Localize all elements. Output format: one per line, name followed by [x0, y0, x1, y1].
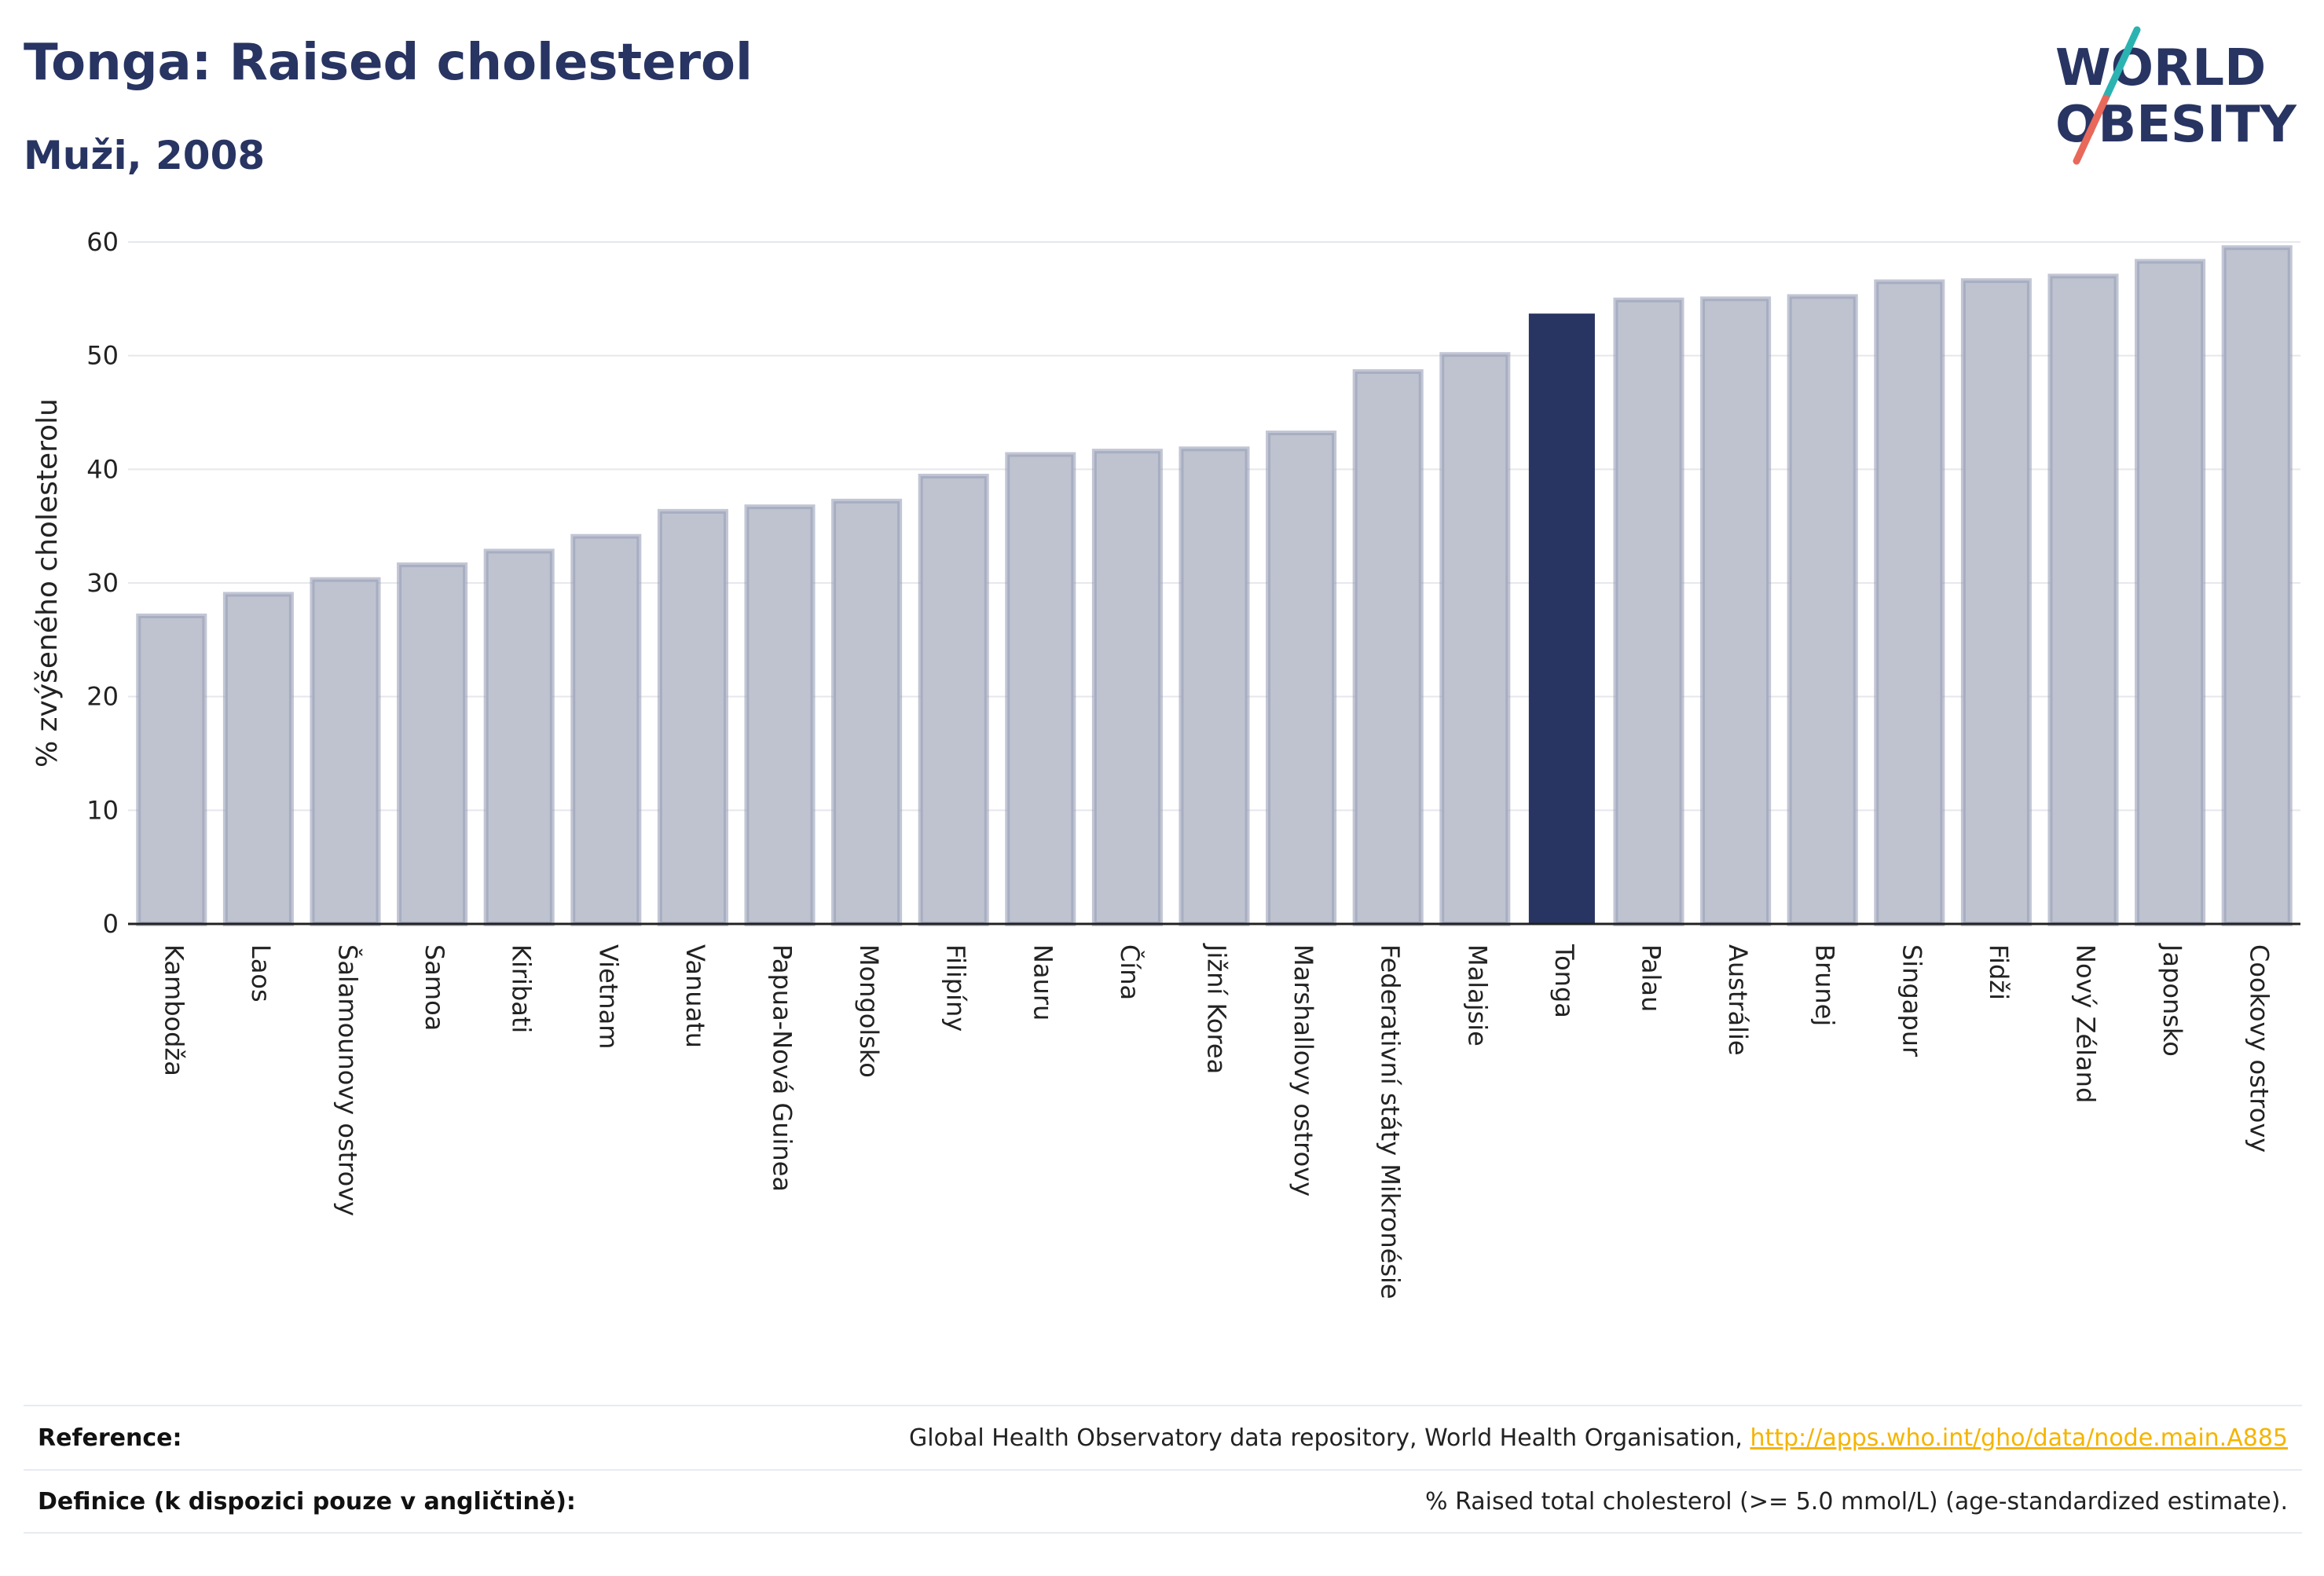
x-tick-label: Malajsie	[1462, 944, 1492, 1046]
bar[interactable]	[1439, 352, 1511, 927]
x-tick-label: Nový Zéland	[2071, 944, 2101, 1103]
reference-label: Reference:	[38, 1424, 182, 1452]
y-axis-title: % zvýšeného cholesterolu	[31, 398, 64, 768]
x-tick-label: Vietnam	[593, 944, 623, 1049]
x-tick-label: Austrálie	[1723, 944, 1753, 1056]
x-tick-label: Singapur	[1897, 944, 1926, 1057]
x-tick-label: Kiribati	[507, 944, 537, 1033]
x-tick-label: Japonsko	[2157, 943, 2187, 1057]
x-tick-label: Cookovy ostrovy	[2245, 944, 2275, 1153]
bar[interactable]	[1005, 452, 1076, 926]
x-tick-label: Čína	[1115, 944, 1146, 1000]
bar[interactable]	[2135, 258, 2206, 926]
chart-title: Tonga: Raised cholesterol	[24, 34, 753, 92]
bar[interactable]	[1700, 296, 1772, 927]
x-tick-label: Palau	[1637, 944, 1666, 1012]
footer: Reference: Global Health Observatory dat…	[24, 1405, 2302, 1538]
bar[interactable]	[1178, 446, 1250, 926]
x-tick-label: Kambodža	[159, 944, 189, 1076]
definition-row: Definice (k dispozici pouze v angličtině…	[24, 1469, 2302, 1534]
y-tick-label: 0	[103, 909, 119, 939]
x-tick-label: Mongolsko	[854, 944, 884, 1078]
x-tick-label: Laos	[246, 944, 276, 1002]
bar[interactable]	[310, 577, 381, 926]
reference-link[interactable]: http://apps.who.int/gho/data/node.main.A…	[1750, 1424, 2288, 1452]
bar[interactable]	[136, 613, 207, 926]
bar[interactable]	[1091, 449, 1163, 926]
bar[interactable]	[397, 562, 468, 926]
y-tick-label: 10	[86, 795, 119, 825]
x-tick-label: Jižní Korea	[1202, 943, 1232, 1074]
bars	[136, 245, 2293, 927]
bar[interactable]	[1266, 431, 1337, 926]
y-tick-label: 60	[86, 227, 119, 257]
bar[interactable]	[831, 498, 903, 926]
bar[interactable]	[1613, 297, 1684, 926]
x-tick-label: Samoa	[420, 944, 449, 1031]
logo-teal-slash	[2102, 26, 2141, 102]
y-tick-label: 50	[86, 341, 119, 371]
bar[interactable]	[1352, 368, 1424, 927]
logo-line1: WORLD	[2055, 39, 2266, 97]
x-tick-label: Marshallovy ostrovy	[1288, 944, 1318, 1197]
definition-value: % Raised total cholesterol (>= 5.0 mmol/…	[1425, 1487, 2288, 1516]
world-obesity-logo[interactable]: WORLD OBESITY	[2049, 24, 2308, 165]
reference-row: Reference: Global Health Observatory dat…	[24, 1405, 2302, 1469]
definition-label: Definice (k dispozici pouze v angličtině…	[38, 1487, 576, 1516]
x-tick-label: Tonga	[1549, 944, 1579, 1018]
bar[interactable]	[1787, 294, 1858, 926]
bar[interactable]	[483, 548, 555, 926]
x-tick-label: Vanuatu	[680, 944, 710, 1048]
y-tick-label: 20	[86, 682, 119, 712]
x-tick-label: Fidži	[1984, 944, 2014, 1000]
logo-coral-slash	[2073, 94, 2110, 165]
bar[interactable]	[222, 592, 294, 926]
x-tick-label: Federativní státy Mikronésie	[1376, 944, 1406, 1299]
reference-text: Global Health Observatory data repositor…	[909, 1424, 1750, 1452]
y-tick-label: 30	[86, 568, 119, 598]
bar[interactable]	[2221, 245, 2293, 926]
bar[interactable]	[2047, 273, 2119, 926]
x-tick-label: Brunej	[1810, 944, 1840, 1026]
x-tick-label: Šalamounovy ostrovy	[333, 944, 364, 1216]
bar-highlight[interactable]	[1528, 313, 1595, 924]
bar[interactable]	[657, 508, 728, 926]
x-tick-label: Nauru	[1028, 944, 1058, 1021]
x-tick-label: Filipíny	[941, 944, 971, 1032]
bar[interactable]	[744, 504, 816, 926]
x-tick-labels: Kambodža Laos Šalamounovy ostrovy Samoa Kiri…	[159, 943, 2274, 1299]
bar[interactable]	[918, 474, 989, 926]
chart-subtitle: Muži, 2008	[24, 133, 266, 178]
x-tick-label: Papua-Nová Guinea	[768, 944, 797, 1192]
bar[interactable]	[570, 533, 642, 926]
y-tick-labels: 0 10 20 30 40 50 60	[86, 227, 119, 939]
bar[interactable]	[1874, 279, 1945, 926]
y-tick-label: 40	[86, 454, 119, 484]
bar[interactable]	[1960, 278, 2032, 927]
bar-chart: 0 10 20 30 40 50 60 Kambodža Laos Šalamounovy os…	[31, 227, 2300, 1299]
reference-value: Global Health Observatory data repositor…	[909, 1424, 2288, 1452]
